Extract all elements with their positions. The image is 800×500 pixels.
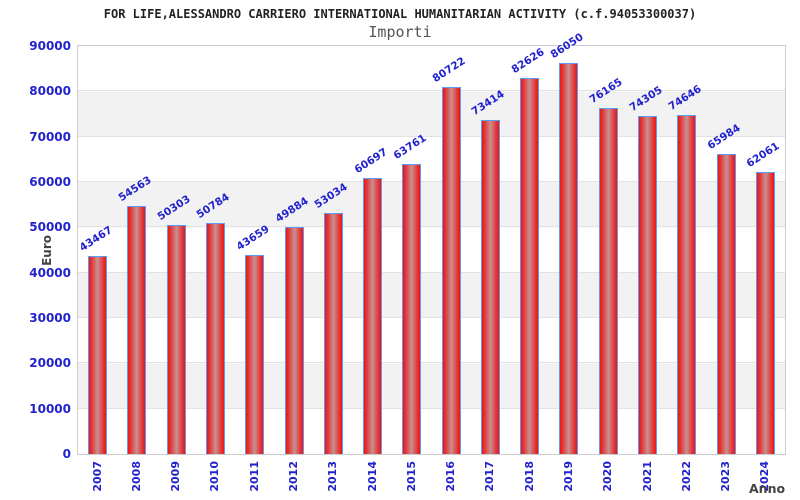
y-tick-60000: 60000 [29,175,71,189]
bar-2008 [127,205,147,454]
y-tick-80000: 80000 [29,84,71,99]
x-tick-2008: 2008 [129,461,143,492]
y-tick-10000: 10000 [29,401,71,416]
bar-value-label-2016: 80722 [430,55,468,86]
y-tick-40000: 40000 [29,265,71,280]
bar-value-label-2018: 82626 [509,46,547,77]
x-tick-2009: 2009 [169,461,183,492]
bar-value-label-2010: 50784 [194,190,233,221]
y-tick-0: 0 [62,447,71,461]
y-tick-20000: 20000 [29,356,71,371]
gridline-70000 [78,135,785,137]
bar-value-label-2014: 60697 [352,145,390,176]
gridline-20000 [78,362,785,364]
x-tick-2012: 2012 [287,461,301,492]
plot-area: 43467 54563 50303 50784 43659 49884 53034 60697… [77,31,786,455]
bar-2013 [323,212,343,454]
bar-value-label-2017: 73414 [469,88,508,119]
y-tick-90000: 90000 [29,39,71,53]
x-axis-tick-labels: 2007 2008 2009 2010 2011 2012 2013 2014 2015 2016… [78,461,785,499]
bar-value-label-2011: 43659 [234,223,272,254]
bar-2011 [245,255,265,454]
bar-2023 [716,153,736,454]
bar-2010 [205,222,225,454]
bar-value-label-2021: 74305 [626,84,665,115]
bar-value-label-2012: 49884 [273,194,311,225]
bar-2019 [559,62,579,454]
gridline-10000 [78,407,785,409]
y-tick-30000: 30000 [29,311,71,325]
bar-2022 [677,114,697,454]
x-tick-2023: 2023 [719,461,733,492]
x-tick-2015: 2015 [404,461,418,492]
chart-subtitle: Importi [368,23,432,41]
x-tick-2010: 2010 [208,461,222,492]
x-axis-title-anno: Anno [749,481,786,496]
x-tick-2018: 2018 [522,461,536,492]
x-tick-2021: 2021 [640,461,654,492]
bar-2014 [363,177,383,454]
bar-2016 [441,87,461,454]
bar-2024 [755,171,775,454]
x-tick-2019: 2019 [561,461,575,492]
bar-2020 [598,107,618,454]
x-tick-2014: 2014 [365,461,379,492]
bar-2018 [520,78,540,454]
gridline-40000 [78,271,785,273]
x-tick-2007: 2007 [90,461,104,492]
bar-2021 [638,116,658,454]
bar-value-label-2023: 65984 [705,121,743,152]
bar-value-label-2007: 43467 [77,223,115,254]
gridline-60000 [78,181,785,182]
chart-title: FOR LIFE,ALESSANDRO CARRIERO INTERNATION… [103,7,697,21]
bar-2007 [88,255,108,454]
y-tick-50000: 50000 [29,220,71,235]
gridline-80000 [78,90,785,92]
gridline-30000 [78,317,785,318]
bar-2009 [166,224,186,454]
x-tick-2020: 2020 [601,461,615,492]
y-axis-tick-labels: 0 10000 20000 30000 40000 50000 60000 70000 8000… [0,39,71,461]
gridline-50000 [78,226,785,228]
x-tick-2022: 2022 [679,461,693,492]
bar-value-label-2022: 74646 [666,82,704,113]
x-tick-2016: 2016 [444,461,458,492]
x-tick-2013: 2013 [326,461,340,492]
bar-2017 [480,120,500,454]
bar-2015 [402,163,422,454]
bar-value-label-2009: 50303 [155,193,193,223]
x-tick-2017: 2017 [483,461,497,492]
bar-2012 [284,226,304,454]
bar-value-label-2008: 54563 [116,173,154,204]
bar-value-label-2024: 62061 [744,139,782,170]
y-tick-70000: 70000 [29,129,71,144]
x-tick-2011: 2011 [247,461,261,492]
bar-value-label-2013: 53034 [312,180,350,211]
